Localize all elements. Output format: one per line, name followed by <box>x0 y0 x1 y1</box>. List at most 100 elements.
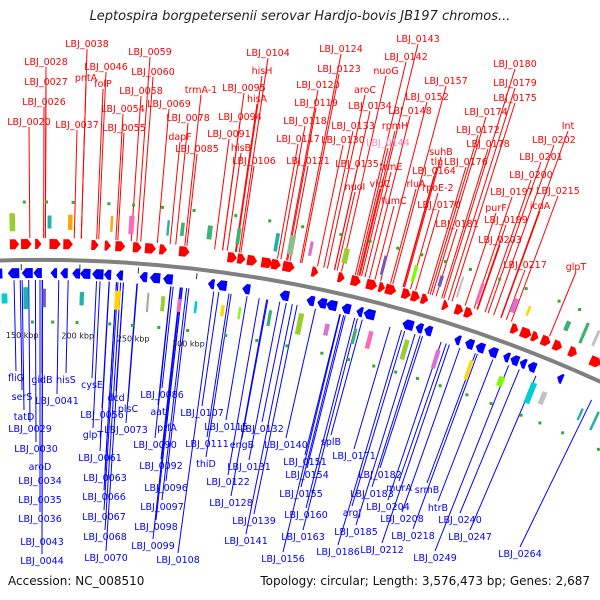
gene-label[interactable]: LBJ_0104 <box>246 48 290 59</box>
reverse-gene-arrow[interactable] <box>509 354 521 367</box>
gene-label[interactable]: LBJ_0240 <box>438 515 482 526</box>
gene-label[interactable]: aroC <box>354 85 376 96</box>
reverse-gene-arrow[interactable] <box>526 361 538 373</box>
gene-label[interactable]: LBJ_0120 <box>296 80 340 91</box>
gene-label[interactable]: LBJ_0199 <box>484 215 528 226</box>
forward-gene-arrow[interactable] <box>9 239 20 250</box>
gene-label[interactable]: LBJ_0060 <box>131 67 175 78</box>
reverse-gene-arrow[interactable] <box>139 272 148 283</box>
forward-gene-arrow[interactable] <box>281 260 296 273</box>
gene-label[interactable]: LBJ_0160 <box>284 510 328 521</box>
forward-gene-arrow[interactable] <box>91 239 99 251</box>
gene-label[interactable]: LBJ_0115 <box>204 422 248 433</box>
forward-gene-arrow[interactable] <box>400 288 412 300</box>
forward-gene-arrow[interactable] <box>588 355 600 369</box>
forward-gene-arrow[interactable] <box>518 326 533 340</box>
reverse-gene-arrow[interactable] <box>103 269 112 280</box>
reverse-gene-arrow[interactable] <box>60 268 68 279</box>
gene-label[interactable]: LBJ_0107 <box>180 408 224 419</box>
reverse-gene-arrow[interactable] <box>306 295 316 307</box>
gene-label[interactable]: LBJ_0154 <box>285 470 329 481</box>
gene-label[interactable]: LBJ_0178 <box>466 139 510 150</box>
forward-gene-arrow[interactable] <box>567 346 579 359</box>
gene-label[interactable]: LBJ_0156 <box>261 554 305 565</box>
gene-label[interactable]: rpmH <box>382 121 408 132</box>
gene-label[interactable]: LBJ_0096 <box>144 483 188 494</box>
gene-label[interactable]: LBJ_0119 <box>294 98 338 109</box>
forward-gene-arrow[interactable] <box>49 239 61 250</box>
gene-label[interactable]: LBJ_0085 <box>175 144 219 155</box>
gene-label[interactable]: LBJ_0170 <box>417 200 461 211</box>
reverse-gene-arrow[interactable] <box>453 334 462 346</box>
gene-label[interactable]: engB <box>230 440 254 451</box>
reverse-gene-arrow[interactable] <box>555 372 565 384</box>
reverse-gene-arrow[interactable] <box>33 267 42 279</box>
forward-gene-arrow[interactable] <box>349 275 362 287</box>
gene-label[interactable]: LBJ_0036 <box>18 514 62 525</box>
gene-label[interactable]: LBJ_0117 <box>276 134 320 145</box>
forward-gene-arrow[interactable] <box>310 266 320 277</box>
gene-label[interactable]: LBJ_0144 <box>366 138 410 149</box>
reverse-gene-arrow[interactable] <box>7 268 20 279</box>
gene-label[interactable]: LBJ_0175 <box>493 93 537 104</box>
forward-gene-arrow[interactable] <box>20 239 32 250</box>
forward-gene-arrow[interactable] <box>377 281 387 293</box>
gene-label[interactable]: LBJ_0133 <box>331 121 375 132</box>
reverse-gene-arrow[interactable] <box>325 299 338 312</box>
gene-label[interactable]: LBJ_0044 <box>20 556 64 567</box>
reverse-gene-arrow[interactable] <box>241 283 251 295</box>
gene-label[interactable]: thiD <box>196 459 216 470</box>
gene-label[interactable]: LBJ_0249 <box>413 553 457 564</box>
gene-label[interactable]: pntA <box>75 73 98 84</box>
gene-label[interactable]: LBJ_0132 <box>240 424 284 435</box>
reverse-gene-arrow[interactable] <box>0 268 3 279</box>
gene-label[interactable]: LBJ_0204 <box>366 502 410 513</box>
gene-label[interactable]: cysE <box>81 380 103 391</box>
gene-label[interactable]: LBJ_0155 <box>279 489 323 500</box>
gene-label[interactable]: LBJ_0020 <box>7 117 51 128</box>
reverse-gene-arrow[interactable] <box>355 306 364 318</box>
gene-label[interactable]: LBJ_0208 <box>380 514 424 525</box>
gene-label[interactable]: LBJ_0141 <box>224 536 268 547</box>
forward-gene-arrow[interactable] <box>419 293 430 305</box>
reverse-gene-arrow[interactable] <box>149 272 161 284</box>
gene-label[interactable]: LBJ_0203 <box>478 235 522 246</box>
gene-label[interactable]: LBJ_0197 <box>490 187 534 198</box>
gene-label[interactable]: LBJ_0217 <box>503 260 547 271</box>
gene-label[interactable]: argJ <box>343 508 361 519</box>
gene-label[interactable]: LBJ_0030 <box>14 444 58 455</box>
forward-gene-arrow[interactable] <box>463 306 474 319</box>
forward-gene-arrow[interactable] <box>178 246 191 257</box>
forward-gene-arrow[interactable] <box>384 283 397 296</box>
gene-label[interactable]: fumC <box>381 196 407 207</box>
reverse-gene-arrow[interactable] <box>474 341 487 354</box>
gene-label[interactable]: LBJ_0124 <box>319 44 363 55</box>
forward-gene-arrow[interactable] <box>132 242 142 253</box>
gene-label[interactable]: LBJ_0067 <box>82 512 126 523</box>
gene-label[interactable]: aroD <box>29 462 52 473</box>
forward-gene-arrow[interactable] <box>409 290 421 303</box>
gene-label[interactable]: LBJ_0034 <box>18 476 62 487</box>
gene-label[interactable]: splB <box>321 437 341 448</box>
reverse-gene-arrow[interactable] <box>316 297 328 309</box>
gene-label[interactable]: LBJ_0183 <box>350 489 394 500</box>
gene-label[interactable]: glpT <box>566 262 587 273</box>
gene-label[interactable]: LBJ_0026 <box>22 97 66 108</box>
reverse-gene-arrow[interactable] <box>50 268 58 279</box>
gene-label[interactable]: dapF <box>168 132 191 143</box>
gene-label[interactable]: LBJ_0091 <box>207 129 251 140</box>
gene-label[interactable]: LBJ_0029 <box>8 424 52 435</box>
gene-label[interactable]: LBJ_0066 <box>82 492 126 503</box>
reverse-gene-arrow[interactable] <box>72 268 81 279</box>
gene-label[interactable]: LBJ_0180 <box>493 59 537 70</box>
gene-label[interactable]: dcd <box>107 393 124 404</box>
reverse-gene-arrow[interactable] <box>501 351 512 363</box>
gene-label[interactable]: LBJ_0264 <box>498 549 542 560</box>
gene-label[interactable]: LBJ_0038 <box>65 39 109 50</box>
forward-gene-arrow[interactable] <box>270 258 282 270</box>
forward-gene-arrow[interactable] <box>104 240 111 251</box>
gene-label[interactable]: srmB <box>415 485 439 496</box>
gene-label[interactable]: gidB <box>31 375 52 386</box>
reverse-gene-arrow[interactable] <box>362 308 377 321</box>
